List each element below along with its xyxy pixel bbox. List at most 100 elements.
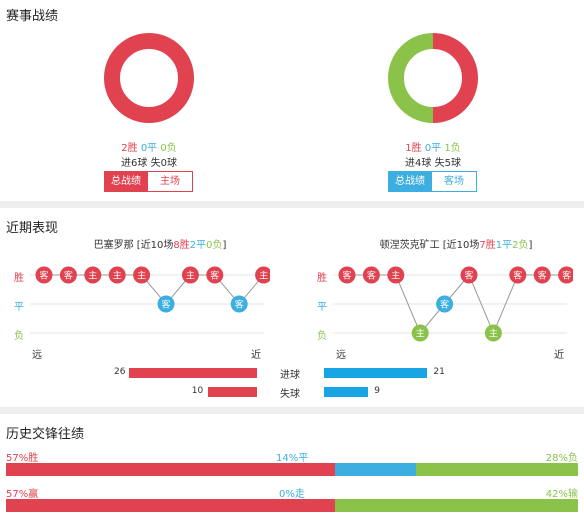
- left-form-venue-label: 客: [235, 299, 244, 311]
- h2h-draw-segment: [335, 463, 417, 476]
- right-form-match-4[interactable]: 主: [411, 324, 429, 342]
- h2h-handicap-loss-segment: [335, 499, 578, 512]
- left-draw-count: 0平: [140, 143, 158, 154]
- right-form-venue-label: 主: [489, 328, 498, 340]
- left-form-point: [157, 295, 175, 313]
- left-scored-value: 26: [114, 367, 126, 377]
- right-form-line: [347, 274, 567, 335]
- right-form-venue-label: 客: [513, 270, 522, 282]
- right-form-match-3[interactable]: 主: [387, 266, 405, 284]
- left-form-point: [206, 266, 224, 284]
- right-form-match-10[interactable]: 客: [558, 266, 573, 284]
- right-row-label-draw: 平: [317, 302, 327, 313]
- right-form-venue-label: 客: [342, 270, 351, 282]
- right-form-venue-label: 主: [391, 270, 400, 282]
- left-loss-count: 0负: [160, 143, 177, 154]
- left-form-point: [59, 266, 77, 284]
- left-form-match-6[interactable]: 客: [157, 295, 175, 313]
- left-form-match-8[interactable]: 客: [206, 266, 224, 284]
- left-form-venue-label: 主: [113, 270, 122, 282]
- left-record-donut: [104, 33, 194, 123]
- left-form-match-3[interactable]: 主: [84, 266, 102, 284]
- left-home-tab[interactable]: 主场: [147, 171, 193, 192]
- h2h-win-pct: 57%胜: [6, 453, 39, 464]
- right-recent-draws: 1平: [495, 240, 513, 251]
- left-form-venue-label: 主: [259, 270, 268, 282]
- left-form-match-5[interactable]: 主: [133, 266, 151, 284]
- left-form-match-1[interactable]: 客: [35, 266, 53, 284]
- right-form-match-6[interactable]: 客: [460, 266, 478, 284]
- right-away-tab[interactable]: 客场: [431, 171, 477, 192]
- right-form-point: [411, 324, 429, 342]
- right-form-point: [387, 266, 405, 284]
- left-conceded-bar: [207, 387, 257, 397]
- left-recent-wins: 8胜: [173, 240, 190, 251]
- section-title-record: 赛事战绩: [6, 9, 59, 24]
- left-total-tab[interactable]: 总战绩: [104, 171, 148, 192]
- h2h-handicap-push-pct: 0%走: [279, 489, 305, 500]
- right-recent-wins: 7胜: [479, 240, 496, 251]
- right-form-point: [558, 266, 573, 284]
- h2h-loss-pct: 28%负: [545, 453, 578, 464]
- right-total-tab[interactable]: 总战绩: [388, 171, 432, 192]
- left-form-match-7[interactable]: 主: [181, 266, 199, 284]
- left-form-match-9[interactable]: 客: [230, 295, 248, 313]
- left-form-venue-label: 客: [210, 270, 219, 282]
- left-form-match-2[interactable]: 客: [59, 266, 77, 284]
- right-form-point: [436, 295, 454, 313]
- right-form-venue-label: 主: [416, 328, 425, 340]
- right-form-point: [509, 266, 527, 284]
- left-form-point: [108, 266, 126, 284]
- section-title-recent: 近期表现: [6, 221, 59, 236]
- left-form-venue-label: 客: [39, 270, 48, 282]
- right-form-match-8[interactable]: 客: [509, 266, 527, 284]
- right-record-summary: 1胜 0平 1负: [383, 139, 483, 154]
- left-record-summary: 2胜 0平 0负: [99, 139, 199, 154]
- right-form-match-1[interactable]: 客: [338, 266, 356, 284]
- right-form-chart: 客客主主客客主客客客: [333, 266, 573, 342]
- left-form-match-10[interactable]: 主: [255, 266, 270, 284]
- left-form-venue-label: 主: [88, 270, 97, 282]
- right-form-match-5[interactable]: 客: [436, 295, 454, 313]
- left-recent-losses: 0负: [206, 240, 223, 251]
- right-form-venue-label: 客: [464, 270, 473, 282]
- left-win-count: 2胜: [121, 143, 138, 154]
- left-form-match-4[interactable]: 主: [108, 266, 126, 284]
- right-team-name: 顿涅茨克矿工: [379, 240, 440, 251]
- left-form-point: [84, 266, 102, 284]
- right-form-venue-label: 客: [440, 299, 449, 311]
- right-form-match-2[interactable]: 客: [362, 266, 380, 284]
- right-loss-count: 1负: [444, 143, 461, 154]
- right-recent-losses: 2负: [512, 240, 529, 251]
- right-scored-bar: [324, 368, 428, 378]
- left-near-label: 近: [251, 350, 261, 361]
- left-conceded-value: 10: [191, 386, 204, 396]
- right-conceded-value: 9: [374, 386, 381, 396]
- right-form-venue-label: 客: [538, 270, 547, 282]
- left-goals-line: 进6球 失0球: [121, 158, 177, 169]
- right-form-venue-label: 客: [367, 270, 376, 282]
- right-form-venue-label: 客: [562, 270, 571, 282]
- left-far-label: 远: [32, 350, 42, 361]
- left-form-point: [133, 266, 151, 284]
- right-goals-line: 进4球 失5球: [405, 158, 461, 169]
- right-form-point: [533, 266, 551, 284]
- left-team-name: 巴塞罗那: [93, 240, 134, 251]
- h2h-draw-pct: 14%平: [276, 453, 309, 464]
- right-form-match-7[interactable]: 主: [484, 324, 502, 342]
- right-form-match-9[interactable]: 客: [533, 266, 551, 284]
- left-form-chart: 客客主主主客主 客客主: [30, 266, 270, 334]
- left-row-label-loss: 负: [14, 331, 24, 342]
- left-form-point: [181, 266, 199, 284]
- left-form-venue-label: 客: [64, 270, 73, 282]
- right-form-point: [362, 266, 380, 284]
- left-form-point: [255, 266, 270, 284]
- left-form-venue-label: 客: [161, 299, 170, 311]
- h2h-panel: 历史交锋往绩 57%胜 14%平 28%负 57%赢 0%走 42%输: [0, 414, 584, 522]
- h2h-handicap-bar: [6, 499, 578, 512]
- right-near-label: 近: [554, 350, 564, 361]
- h2h-result-bar: [6, 463, 578, 476]
- right-form-point: [484, 324, 502, 342]
- right-draw-count: 0平: [424, 143, 442, 154]
- left-form-venue-label: 主: [137, 270, 146, 282]
